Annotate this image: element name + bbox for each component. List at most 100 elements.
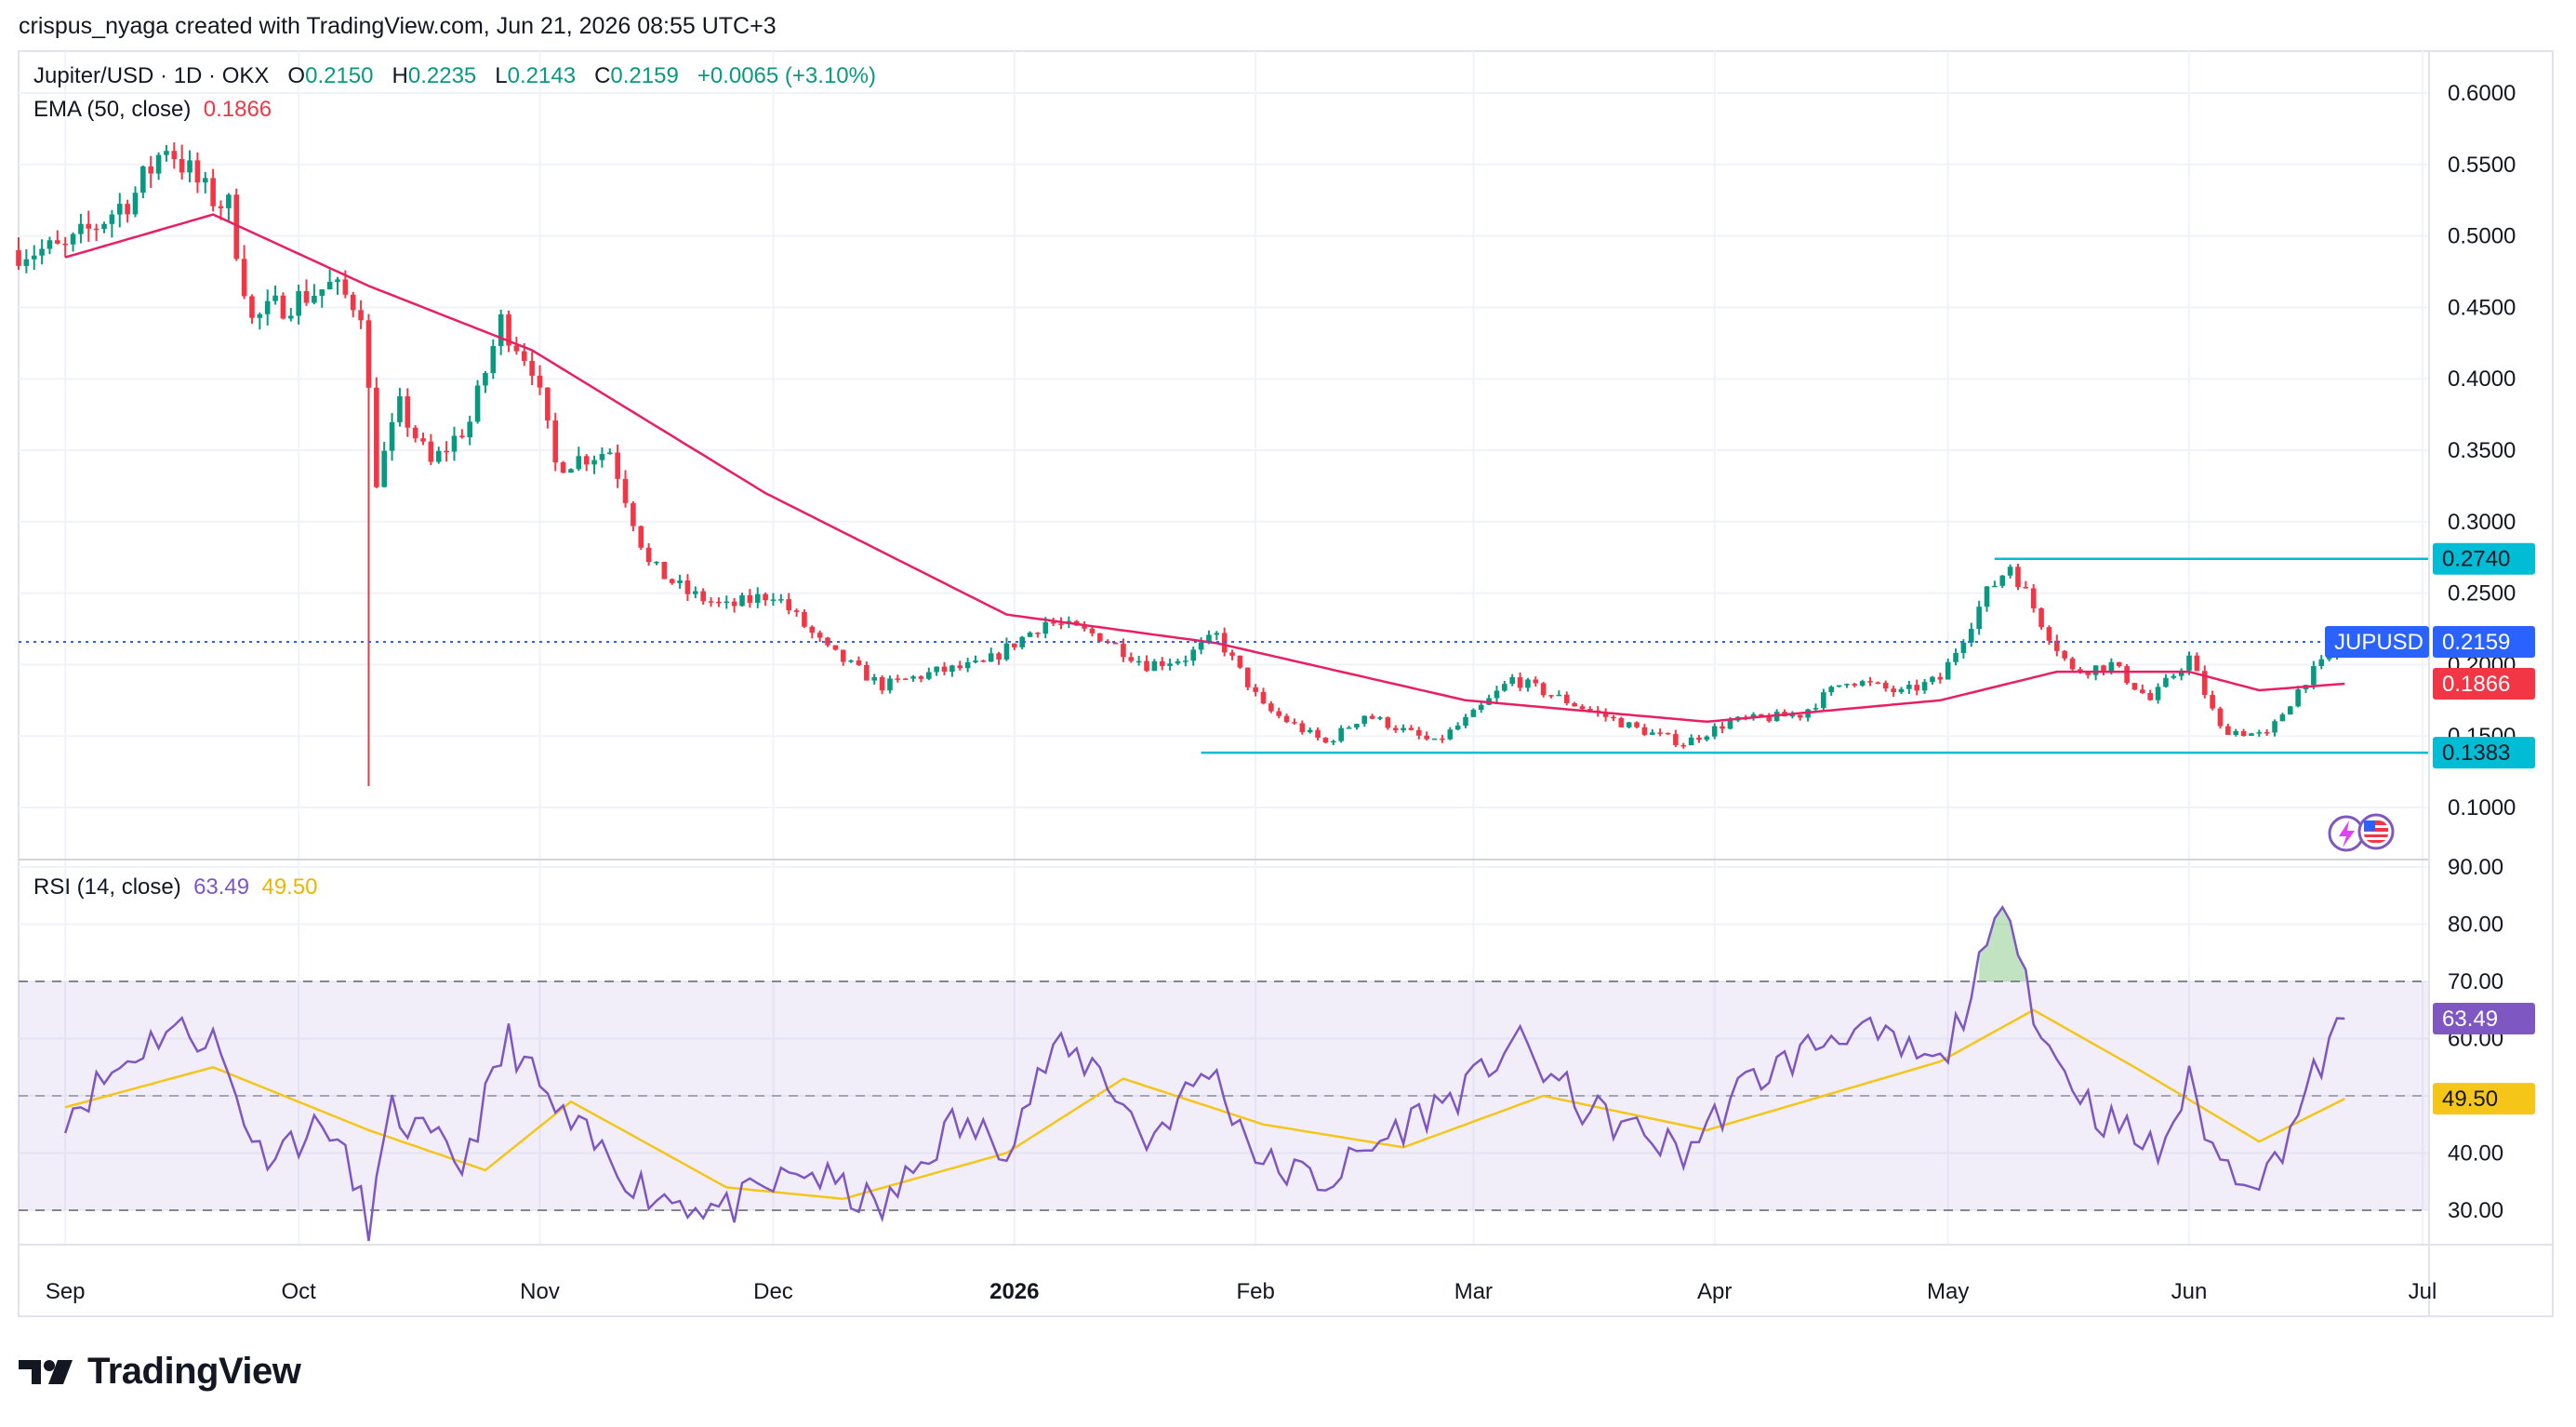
candle-body [132, 193, 139, 215]
candle-body [1673, 734, 1679, 745]
candle-body [1968, 629, 1974, 643]
candle-body [739, 594, 745, 607]
low-label: L [495, 63, 508, 88]
candle-body [856, 660, 862, 665]
candle-body [925, 672, 932, 679]
candle-body [1019, 636, 1025, 647]
candle-body [1821, 692, 1826, 709]
candle-body [1579, 706, 1586, 710]
candle-body [1058, 623, 1064, 625]
rsi-label[interactable]: RSI (14, close) [33, 874, 181, 900]
high-label: H [392, 63, 408, 88]
candle-body [2272, 721, 2277, 733]
candle-body [326, 281, 333, 289]
candle-body [802, 611, 807, 627]
svg-text:0.1383: 0.1383 [2442, 740, 2510, 766]
rsi-badge[interactable]: 63.49 [2433, 1003, 2535, 1035]
candle-body [1556, 694, 1562, 697]
ema-label[interactable]: EMA (50, close) [33, 97, 192, 122]
price-tick-label: 0.4500 [2448, 295, 2516, 320]
candle-body [55, 240, 60, 244]
time-tick-label: Nov [520, 1279, 560, 1304]
candle-body [1369, 715, 1375, 719]
symbol-badge[interactable]: JUPUSD [2325, 625, 2429, 658]
candle-body [2062, 650, 2067, 659]
candle-body [249, 296, 255, 318]
resistance-badge[interactable]: 0.2740 [2433, 542, 2535, 575]
rsi-legend[interactable]: RSI (14, close) 63.49 49.50 [33, 874, 318, 900]
candle-body [638, 526, 644, 548]
candle-body [918, 676, 924, 679]
candle-body [786, 599, 792, 611]
time-tick-label: Oct [281, 1279, 316, 1304]
svg-text:JUPUSD: JUPUSD [2334, 630, 2423, 655]
candle-body [1984, 586, 1990, 607]
candle-body [1401, 727, 1406, 731]
price-tick-label: 0.2500 [2448, 581, 2516, 607]
flag-icons[interactable] [2328, 813, 2395, 852]
price-tick-label: 0.5500 [2448, 153, 2516, 178]
candle-body [1159, 660, 1165, 666]
candle-body [957, 665, 963, 669]
candle-body [1237, 655, 1243, 668]
candle-body [1307, 729, 1313, 733]
ema-legend[interactable]: EMA (50, close) 0.1866 [33, 97, 272, 123]
candle-body [1572, 702, 1577, 707]
candle-body [1244, 667, 1251, 687]
candle-body [1882, 682, 1889, 689]
candle-body [287, 315, 294, 319]
candle-body [1611, 716, 1616, 719]
candle-body [1260, 691, 1267, 704]
candle-body [1042, 621, 1049, 634]
candle-body [793, 610, 800, 612]
ema-badge[interactable]: 0.1866 [2433, 667, 2535, 700]
candle-body [693, 591, 698, 594]
change-value: +0.0065 (+3.10%) [697, 63, 876, 88]
tradingview-logo[interactable]: TradingView [19, 1351, 301, 1393]
candle-body [1945, 661, 1951, 680]
axis-badges: 0.2740 JUPUSD 0.2159 0.1866 0.1383 63.49 49.50 [2325, 542, 2535, 1115]
rsi-ma-badge[interactable]: 49.50 [2433, 1083, 2535, 1115]
support-resistance-lines [1201, 557, 2429, 754]
close-value: 0.2159 [610, 63, 679, 88]
candle-body [319, 288, 325, 296]
candle-body [2326, 656, 2332, 660]
candle-body [1494, 690, 1500, 699]
svg-text:0.1866: 0.1866 [2442, 672, 2510, 697]
candle-body [241, 259, 247, 297]
candle-body [2186, 655, 2192, 671]
candle-body [2101, 665, 2106, 672]
candle-body [31, 255, 37, 260]
candle-body [2279, 714, 2286, 722]
candle-body [1144, 660, 1149, 672]
candle-body [140, 166, 146, 193]
candle-body [1463, 716, 1468, 727]
candle-body [513, 345, 520, 352]
candle-body [1361, 715, 1368, 725]
open-value: 0.2150 [305, 63, 374, 88]
candle-body [1416, 729, 1422, 736]
symbol-label[interactable]: Jupiter/USD · 1D · OKX [33, 63, 270, 88]
support-badge[interactable]: 0.1383 [2433, 737, 2535, 769]
candle-body [669, 579, 675, 583]
candle-body [529, 360, 535, 376]
last-price-badge[interactable]: 0.2159 [2433, 625, 2535, 658]
candle-body [451, 435, 458, 452]
candle-body [1789, 714, 1796, 717]
svg-text:63.49: 63.49 [2442, 1007, 2498, 1032]
rsi-line [64, 904, 2345, 1242]
candle-body [645, 547, 652, 563]
svg-text:0.2159: 0.2159 [2442, 630, 2510, 655]
candle-body [2147, 692, 2154, 700]
price-axis: 0.6000 0.5500 0.5000 0.4500 0.4000 0.3500 0.30… [2448, 81, 2516, 820]
candle-body [1976, 607, 1982, 630]
ohlc-legend[interactable]: Jupiter/USD · 1D · OKX O0.2150 H0.2235 L… [33, 63, 876, 89]
candle-body [1097, 633, 1103, 642]
candle-body [1688, 737, 1694, 746]
candle-body [1276, 711, 1282, 716]
candle-body [93, 228, 100, 231]
candle-body [1634, 722, 1640, 727]
candle-body [1283, 715, 1290, 723]
candle-body [964, 661, 971, 669]
